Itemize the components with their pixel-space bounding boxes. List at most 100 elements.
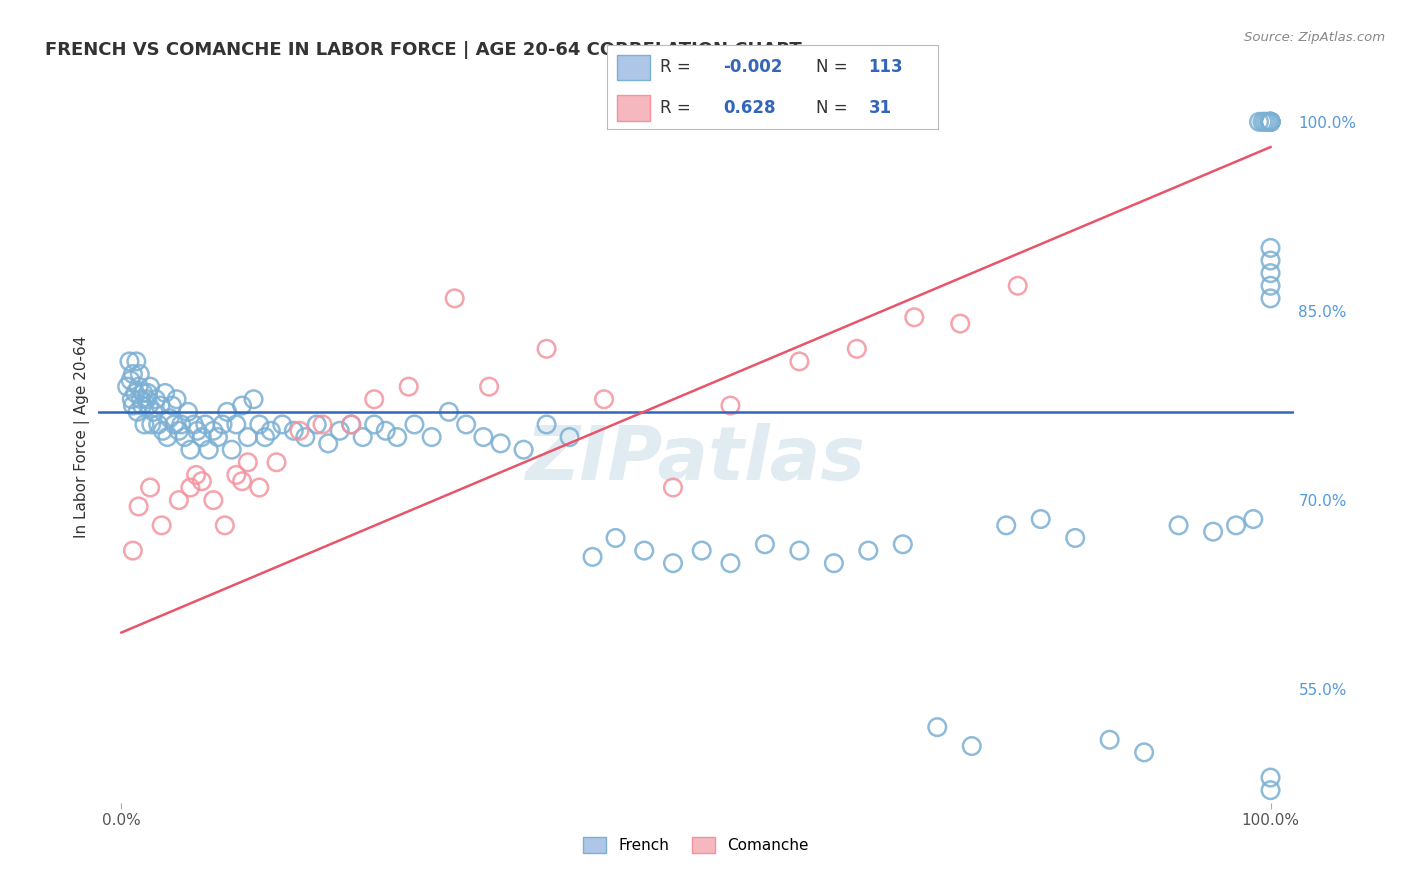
Point [720, 399, 742, 413]
Point [789, 543, 811, 558]
Point [247, 481, 270, 495]
Point [845, 342, 868, 356]
Point [271, 417, 294, 432]
Point [207, 430, 229, 444]
Point [1260, 115, 1282, 129]
Point [138, 399, 160, 413]
Point [159, 411, 181, 425]
Point [420, 430, 443, 444]
Point [1258, 115, 1281, 129]
Point [170, 417, 193, 432]
Point [242, 392, 264, 407]
Point [404, 417, 426, 432]
Point [122, 543, 145, 558]
Text: -0.002: -0.002 [723, 59, 782, 77]
Point [283, 424, 305, 438]
Point [288, 424, 311, 438]
Y-axis label: In Labor Force | Age 20-64: In Labor Force | Age 20-64 [75, 336, 90, 538]
Point [194, 417, 217, 432]
Point [211, 417, 233, 432]
Point [823, 556, 845, 570]
Point [858, 543, 880, 558]
Point [1260, 115, 1282, 129]
Point [1064, 531, 1087, 545]
Legend: French, Comanche: French, Comanche [575, 830, 817, 861]
Text: 31: 31 [869, 99, 891, 117]
Point [186, 424, 208, 438]
Point [363, 392, 385, 407]
Point [1247, 115, 1270, 129]
Point [311, 417, 333, 432]
Point [329, 424, 352, 438]
Point [294, 430, 316, 444]
Point [260, 424, 283, 438]
Point [593, 392, 616, 407]
Point [156, 430, 179, 444]
Point [121, 392, 143, 407]
Point [148, 417, 170, 432]
Point [960, 739, 983, 753]
Point [437, 405, 460, 419]
Point [305, 417, 328, 432]
Point [135, 392, 157, 407]
Point [122, 399, 145, 413]
Point [1007, 278, 1029, 293]
Point [1098, 732, 1121, 747]
Point [891, 537, 914, 551]
Point [217, 405, 239, 419]
Point [1256, 115, 1278, 129]
Point [225, 417, 247, 432]
Point [536, 342, 558, 356]
Point [489, 436, 512, 450]
Point [340, 417, 363, 432]
Point [153, 386, 176, 401]
Point [1260, 241, 1282, 255]
Point [131, 399, 153, 413]
Point [456, 417, 478, 432]
Point [124, 386, 146, 401]
Point [179, 481, 201, 495]
Point [236, 430, 259, 444]
Point [1202, 524, 1225, 539]
Text: R =: R = [661, 99, 690, 117]
Point [1260, 115, 1282, 129]
Text: 113: 113 [869, 59, 903, 77]
Point [472, 430, 495, 444]
Point [183, 417, 205, 432]
Point [184, 467, 207, 482]
Point [995, 518, 1018, 533]
Point [1241, 512, 1264, 526]
Point [191, 430, 214, 444]
Point [662, 481, 685, 495]
Point [197, 442, 219, 457]
Point [139, 379, 162, 393]
Point [141, 417, 163, 432]
Point [163, 417, 186, 432]
Point [118, 354, 141, 368]
Point [139, 481, 162, 495]
Point [340, 417, 363, 432]
Point [128, 500, 150, 514]
Text: R =: R = [661, 59, 690, 77]
Point [128, 367, 150, 381]
Point [903, 310, 925, 325]
Point [160, 399, 183, 413]
Point [558, 430, 581, 444]
Point [167, 424, 190, 438]
Point [132, 386, 155, 401]
Point [173, 430, 195, 444]
Point [374, 424, 396, 438]
Text: FRENCH VS COMANCHE IN LABOR FORCE | AGE 20-64 CORRELATION CHART: FRENCH VS COMANCHE IN LABOR FORCE | AGE … [45, 41, 801, 59]
Point [150, 518, 173, 533]
Point [1029, 512, 1052, 526]
Point [1260, 115, 1282, 129]
Point [122, 367, 145, 381]
Point [512, 442, 534, 457]
Point [1260, 783, 1282, 797]
Point [443, 291, 465, 305]
Point [1260, 771, 1282, 785]
Point [385, 430, 409, 444]
Point [136, 386, 159, 401]
Point [1260, 266, 1282, 280]
Point [662, 556, 685, 570]
